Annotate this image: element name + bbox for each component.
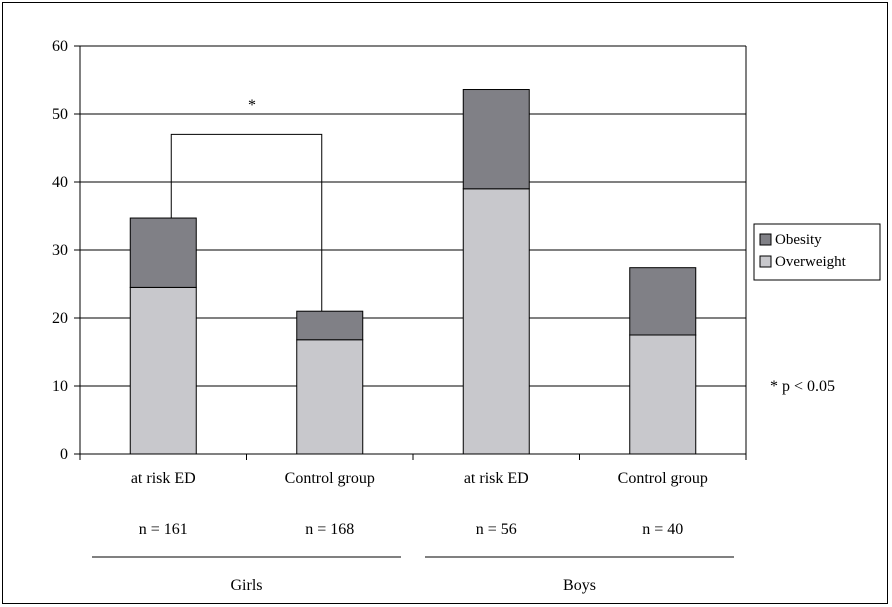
bar-overweight-2 <box>462 188 530 455</box>
y-tick-label-10: 10 <box>52 378 68 395</box>
significance-bracket: * <box>170 97 323 312</box>
legend-swatch-overweight <box>759 255 772 268</box>
legend: Obesity Overweight <box>753 223 881 281</box>
sample-size-1: n = 168 <box>305 521 354 538</box>
group-label-boys: Boys <box>563 577 596 594</box>
x-label-0: at risk ED <box>131 470 196 487</box>
bracket-line <box>170 133 323 312</box>
sample-size-2: n = 56 <box>476 521 517 538</box>
group-labels: Girls Boys <box>92 556 734 594</box>
x-label-2: at risk ED <box>464 470 529 487</box>
bar-obesity-1 <box>296 310 364 341</box>
x-label-3: Control group <box>618 470 708 487</box>
axes <box>74 45 747 460</box>
bar-overweight-3 <box>629 334 697 455</box>
y-tick-labels: 0 10 20 30 40 50 60 <box>52 38 68 463</box>
legend-label-obesity: Obesity <box>775 232 822 248</box>
y-tick-label-40: 40 <box>52 174 68 191</box>
sample-size-0: n = 161 <box>139 521 188 538</box>
bracket-star: * <box>248 97 256 114</box>
significance-note: * p < 0.05 <box>770 378 835 395</box>
bar-overweight-0 <box>129 286 197 455</box>
y-tick-label-50: 50 <box>52 106 68 123</box>
sample-size-labels: n = 161 n = 168 n = 56 n = 40 <box>139 521 684 538</box>
bar-overweight-1 <box>296 339 364 455</box>
sample-size-3: n = 40 <box>642 521 683 538</box>
bar-obesity-0 <box>129 217 197 288</box>
y-tick-label-60: 60 <box>52 38 68 55</box>
y-tick-label-0: 0 <box>60 446 68 463</box>
bar-obesity-2 <box>462 89 530 190</box>
group-label-girls: Girls <box>231 577 263 594</box>
legend-box <box>753 223 881 281</box>
y-tick-label-20: 20 <box>52 310 68 327</box>
x-tick-labels: at risk ED Control group at risk ED Control… <box>131 470 708 487</box>
bar-obesity-3 <box>629 267 697 336</box>
legend-swatch-obesity <box>759 233 772 246</box>
x-label-1: Control group <box>285 470 375 487</box>
y-tick-label-30: 30 <box>52 242 68 259</box>
legend-label-overweight: Overweight <box>775 254 847 270</box>
bars <box>129 89 697 455</box>
